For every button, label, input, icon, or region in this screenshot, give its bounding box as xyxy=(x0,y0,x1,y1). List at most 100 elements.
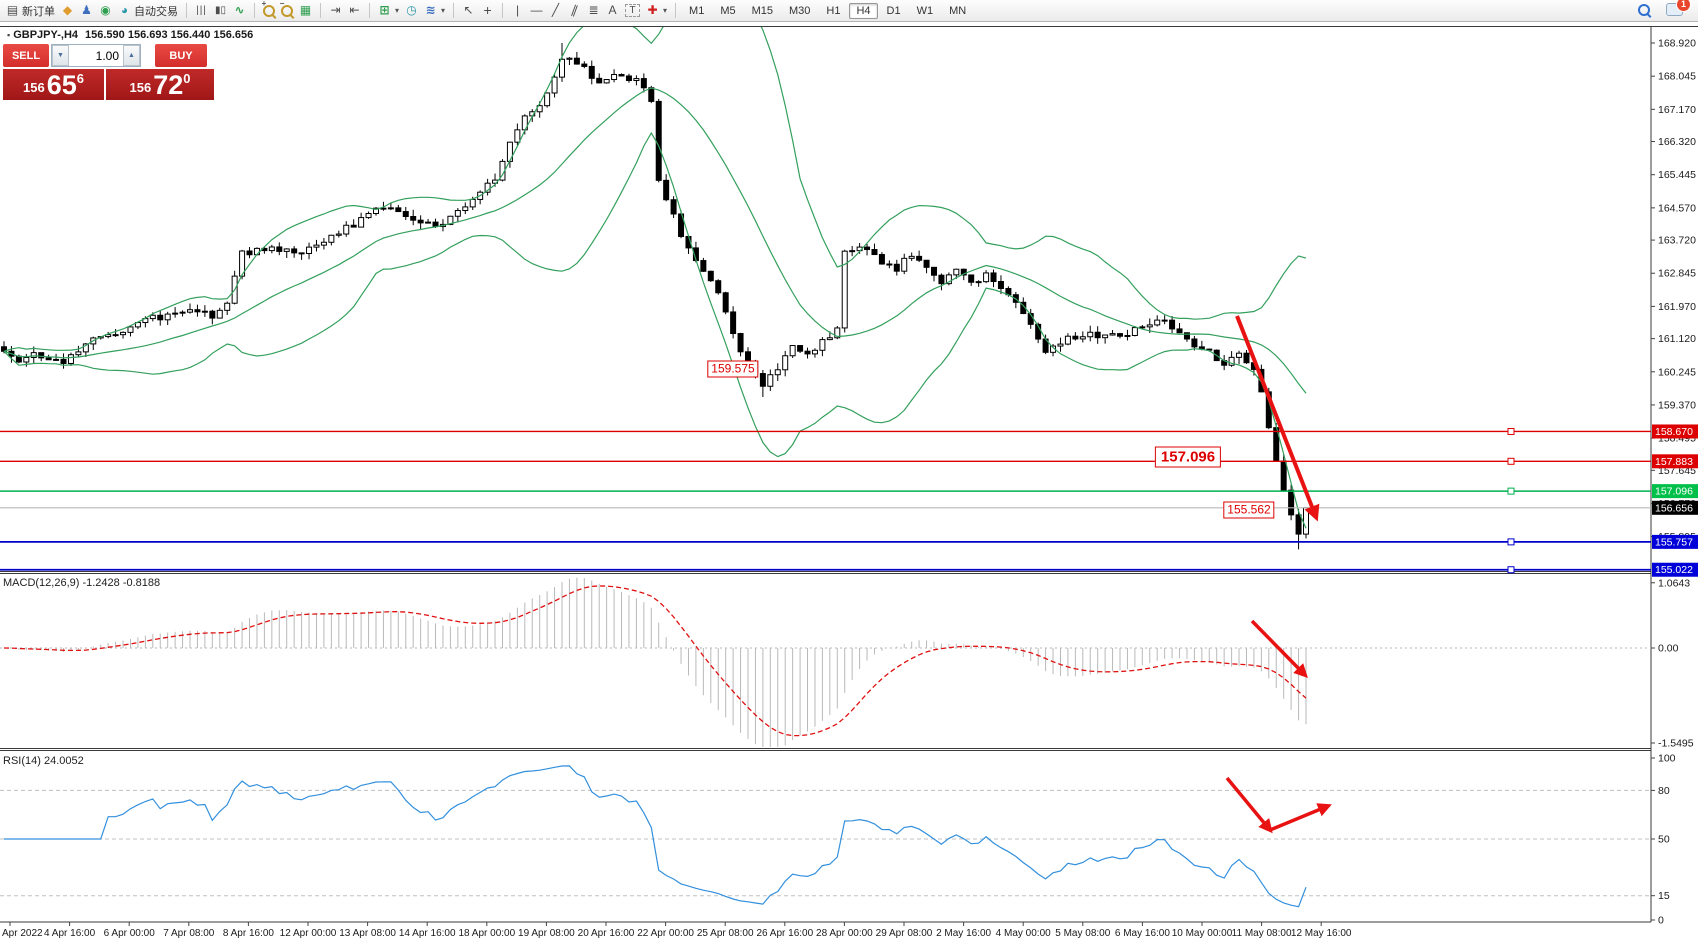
timeframe-H4[interactable]: H4 xyxy=(849,2,878,19)
market-watch-button[interactable]: ◆ xyxy=(58,2,77,20)
level-handle[interactable] xyxy=(1507,457,1515,465)
svg-text:166.320: 166.320 xyxy=(1658,136,1696,148)
timeframe-D1[interactable]: D1 xyxy=(886,4,901,17)
svg-text:155.757: 155.757 xyxy=(1655,536,1693,548)
svg-text:6 May 16:00: 6 May 16:00 xyxy=(1115,928,1170,939)
volume-input[interactable] xyxy=(69,45,123,66)
volume-increase-button[interactable]: ▲ xyxy=(123,45,140,66)
timeframe-M5[interactable]: M5 xyxy=(720,4,736,17)
one-click-trading-panel: SELL ▼ ▲ BUY 156 65 6 156 72 0 xyxy=(3,44,215,100)
timeframe-M1[interactable]: M1 xyxy=(689,4,705,17)
level-handle[interactable] xyxy=(1507,427,1515,435)
svg-text:8 Apr 16:00: 8 Apr 16:00 xyxy=(223,928,275,939)
toolbar-separator xyxy=(453,3,455,18)
profile-button[interactable]: ♟ xyxy=(77,2,96,20)
svg-text:14 Apr 16:00: 14 Apr 16:00 xyxy=(399,928,456,939)
svg-text:26 Apr 16:00: 26 Apr 16:00 xyxy=(756,928,813,939)
arrows-button[interactable]: ✚ ▾ xyxy=(643,2,670,20)
periods-button[interactable]: ◷ xyxy=(402,2,421,20)
line-chart-button[interactable]: ∿ xyxy=(230,2,249,20)
svg-text:4 Apr 16:00: 4 Apr 16:00 xyxy=(44,928,96,939)
svg-text:159.370: 159.370 xyxy=(1658,399,1696,411)
chevron-down-icon: ▾ xyxy=(395,6,400,15)
notification-badge: 1 xyxy=(1676,0,1691,12)
new-chart-button[interactable]: ⊞ ▾ xyxy=(375,2,402,20)
svg-text:11 May 08:00: 11 May 08:00 xyxy=(1232,928,1292,939)
volume-decrease-button[interactable]: ▼ xyxy=(52,45,69,66)
auto-scroll-button[interactable]: ⇥ xyxy=(326,2,345,20)
horizontal-line-button[interactable]: — xyxy=(527,2,546,20)
chart-shift-button[interactable]: ⇤ xyxy=(345,2,364,20)
indicators-button[interactable]: ≋ ▾ xyxy=(421,2,448,20)
tile-windows-button[interactable]: ▦ xyxy=(296,2,315,20)
price-callout-159575[interactable]: 159.575 xyxy=(707,360,759,378)
rsi-down-arrow xyxy=(1225,776,1273,834)
level-handle[interactable] xyxy=(1507,566,1515,574)
crosshair-button[interactable]: + xyxy=(478,2,497,20)
svg-text:25 Apr 08:00: 25 Apr 08:00 xyxy=(697,928,754,939)
candle-chart-button[interactable]: ▮▯ xyxy=(211,2,230,20)
chat-button[interactable]: 1 xyxy=(1666,0,1691,19)
new-order-button[interactable]: ▤ 新订单 xyxy=(3,2,58,20)
timeframe-M15[interactable]: M15 xyxy=(751,4,774,17)
channel-button[interactable]: ∥ xyxy=(565,2,584,20)
toolbar-right-icons: 1 xyxy=(1638,0,1695,19)
buy-button[interactable]: BUY xyxy=(155,44,207,67)
new-chart-icon: ⊞ xyxy=(379,3,390,17)
rsi-up-arrow xyxy=(1269,803,1332,832)
bar-chart-icon: ||| xyxy=(196,5,207,16)
price-callout-155562[interactable]: 155.562 xyxy=(1223,501,1275,519)
svg-text:155.022: 155.022 xyxy=(1655,564,1693,576)
svg-text:4 May 00:00: 4 May 00:00 xyxy=(996,928,1051,939)
price-callout-157096[interactable]: 157.096 xyxy=(1154,446,1222,468)
level-handle[interactable] xyxy=(1507,538,1515,546)
svg-text:160.245: 160.245 xyxy=(1658,366,1696,378)
text-label-button[interactable]: T xyxy=(622,2,643,20)
chart-shift-icon: ⇤ xyxy=(349,3,360,17)
line-chart-icon: ∿ xyxy=(234,3,245,17)
toolbar-separator xyxy=(320,3,321,18)
buy-price-base: 156 xyxy=(129,80,152,95)
zoom-out-button[interactable]: − xyxy=(278,0,296,20)
bar-chart-button[interactable]: ||| xyxy=(192,2,211,20)
chart-frames xyxy=(0,26,1698,923)
svg-text:156.656: 156.656 xyxy=(1655,502,1693,514)
signal-button[interactable]: ◉ xyxy=(96,2,115,20)
trendline-button[interactable]: ╱ xyxy=(546,2,565,20)
bollinger-bands xyxy=(3,27,1307,529)
timeframe-MN[interactable]: MN xyxy=(949,4,967,17)
text-button[interactable]: A xyxy=(603,2,622,20)
volume-spinner: ▼ ▲ xyxy=(51,44,141,67)
toolbar-separator xyxy=(186,3,187,18)
level-handle[interactable] xyxy=(1507,487,1515,495)
auto-scroll-icon: ⇥ xyxy=(330,3,341,17)
vertical-line-button[interactable]: | xyxy=(508,2,527,20)
timeframe-H1[interactable]: H1 xyxy=(826,4,841,17)
cursor-button[interactable]: ↖ xyxy=(459,2,478,20)
indicators-icon: ≋ xyxy=(425,3,436,17)
algo-trading-label: 自动交易 xyxy=(134,5,178,18)
svg-text:12 Apr 00:00: 12 Apr 00:00 xyxy=(280,928,337,939)
svg-text:12 May 16:00: 12 May 16:00 xyxy=(1291,928,1352,939)
sell-button[interactable]: SELL xyxy=(3,44,49,67)
svg-text:2 May 16:00: 2 May 16:00 xyxy=(936,928,991,939)
sell-price-panel[interactable]: 156 65 6 xyxy=(3,69,104,100)
svg-text:15: 15 xyxy=(1658,890,1670,902)
rsi-label: RSI(14) 24.0052 xyxy=(3,755,84,767)
buy-price-pip: 0 xyxy=(183,71,191,86)
buy-price-panel[interactable]: 156 72 0 xyxy=(106,69,214,100)
zoom-in-button[interactable]: + xyxy=(260,0,278,20)
cursor-icon: ↖ xyxy=(463,3,474,17)
timeframe-W1[interactable]: W1 xyxy=(916,4,934,17)
macd-label: MACD(12,26,9) -1.2428 -0.8188 xyxy=(3,577,161,589)
profile-icon: ♟ xyxy=(81,3,92,17)
svg-text:80: 80 xyxy=(1658,785,1670,797)
vertical-line-icon: | xyxy=(515,3,520,17)
toolbar-separator xyxy=(254,3,255,18)
search-button[interactable] xyxy=(1638,3,1652,18)
svg-text:7 Apr 08:00: 7 Apr 08:00 xyxy=(163,928,215,939)
fibonacci-button[interactable]: ≣ xyxy=(584,2,603,20)
timeframe-M30[interactable]: M30 xyxy=(789,4,811,17)
algo-trading-button[interactable]: ◕ 自动交易 xyxy=(115,2,181,20)
chevron-down-icon: ▾ xyxy=(441,6,446,15)
